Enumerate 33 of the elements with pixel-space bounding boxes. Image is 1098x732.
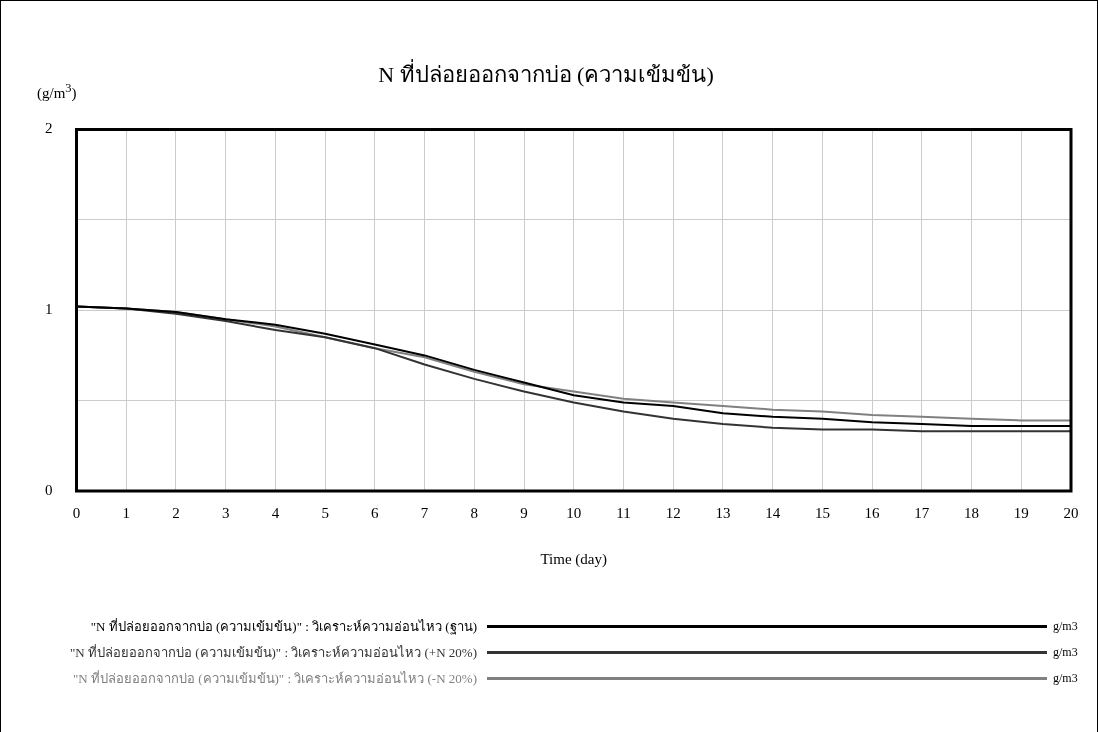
x-tick-label: 5: [321, 504, 329, 521]
x-tick-label: 20: [1063, 504, 1079, 521]
x-tick-label: 1: [122, 504, 130, 521]
y-tick-label: 1: [45, 301, 53, 318]
x-tick-label: 10: [566, 504, 582, 521]
x-tick-label: 19: [1013, 504, 1029, 521]
x-tick-label: 3: [221, 504, 230, 521]
x-tick-label: 2: [172, 504, 180, 521]
y-tick-label: 2: [45, 120, 53, 137]
text: "N ที่ปล่อยออกจากบ่อ (ความเข้มข้น)" : วิเคราะห์ความอ่อนไหว (ฐาน): [89, 617, 477, 637]
x-tick-label: 11: [616, 504, 631, 521]
text: g/m3: [1053, 618, 1078, 634]
x-tick-label: 18: [964, 504, 980, 521]
x-tick-label: 4: [271, 504, 280, 521]
x-tick-label: 12: [665, 504, 681, 521]
text: "N ที่ปล่อยออกจากบ่อ (ความเข้มข้น)" : วิเคราะห์ความอ่อนไหว (+N 20%): [69, 643, 477, 662]
y-tick-label: 0: [45, 481, 53, 498]
text: g/m3: [1053, 644, 1078, 660]
y-axis-title: (g/m$^{3}$): [37, 81, 77, 102]
x-tick-label: 17: [914, 504, 930, 521]
x-tick-label: 9: [520, 504, 528, 521]
x-axis-title: Time (day): [540, 550, 608, 568]
x-tick-label: 6: [371, 504, 380, 521]
x-tick-label: 0: [72, 504, 81, 521]
x-tick-label: 14: [765, 504, 781, 521]
x-tick-label: 13: [715, 504, 731, 521]
chart-title: N ที่ปล่อยออกจากบ่อ (ความเข้มข้น): [378, 58, 714, 87]
text: g/m3: [1053, 670, 1078, 686]
x-tick-label: 15: [814, 504, 830, 521]
text: "N ที่ปล่อยออกจากบ่อ (ความเข้มข้น)" : วิเคราะห์ความอ่อนไหว (-N 20%): [72, 669, 477, 688]
x-tick-label: 8: [470, 504, 479, 521]
x-tick-label: 7: [420, 504, 429, 521]
x-tick-label: 16: [864, 504, 881, 521]
